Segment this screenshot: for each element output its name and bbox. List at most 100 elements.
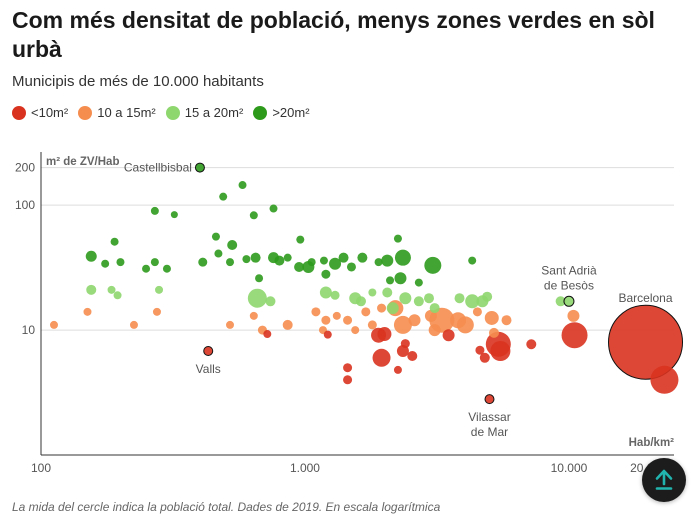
- data-point: [170, 211, 178, 219]
- data-point: [423, 293, 434, 304]
- data-point: [393, 365, 402, 374]
- scroll-to-top-button[interactable]: [642, 458, 686, 502]
- data-point: [393, 315, 412, 334]
- data-point: [162, 264, 171, 273]
- data-point: [386, 302, 399, 315]
- annotation-castellbisbal: Castellbisbal: [124, 161, 192, 175]
- data-point: [555, 296, 566, 307]
- data-point: [561, 322, 588, 349]
- data-point: [116, 258, 125, 267]
- data-point: [113, 291, 122, 300]
- data-point: [226, 258, 235, 267]
- data-point: [367, 320, 377, 330]
- data-point: [249, 311, 258, 320]
- data-point: [468, 256, 477, 265]
- data-point: [394, 272, 407, 285]
- chart-subtitle: Municipis de més de 10.000 habitants: [12, 73, 264, 90]
- data-point: [454, 293, 465, 304]
- data-point: [501, 315, 512, 326]
- data-point: [343, 375, 353, 385]
- x-axis-title: Hab/km²: [629, 437, 675, 449]
- legend-swatch-10-15: [78, 105, 93, 120]
- data-point: [269, 204, 278, 213]
- data-point: [242, 255, 251, 264]
- data-point: [150, 258, 159, 267]
- data-point: [490, 341, 511, 362]
- data-point: [428, 324, 441, 337]
- data-point: [283, 253, 292, 262]
- legend-label-15-20: 15 a 20m²: [184, 105, 244, 120]
- data-point: [393, 234, 402, 243]
- data-point: [296, 235, 305, 244]
- x-tick-label: 1.000: [290, 461, 320, 475]
- data-point: [227, 239, 238, 250]
- data-point: [355, 296, 366, 307]
- data-point: [150, 206, 159, 215]
- data-point: [282, 319, 293, 330]
- data-point: [238, 181, 247, 190]
- data-point: [472, 307, 482, 317]
- data-point: [567, 309, 580, 322]
- data-point: [274, 255, 285, 266]
- data-point: [85, 250, 97, 262]
- footnote: La mida del cercle indica la població to…: [12, 500, 441, 514]
- legend-item-lt10[interactable]: <10m²: [12, 105, 68, 120]
- data-point: [377, 327, 392, 342]
- data-point: [650, 365, 679, 394]
- legend-label-lt10: <10m²: [31, 105, 69, 120]
- data-point: [250, 252, 261, 263]
- legend-item-gt20[interactable]: >20m²: [253, 105, 310, 120]
- legend-swatch-15-20: [165, 105, 180, 120]
- annotation-vilassar-de-mar: Vilassar: [468, 410, 510, 424]
- arrow-up-icon: [655, 469, 673, 490]
- data-point: [372, 348, 391, 367]
- data-point: [475, 345, 485, 355]
- chart-title: Com més densitat de població, menys zone…: [12, 7, 655, 62]
- data-point: [484, 310, 499, 325]
- x-tick-label: 100: [31, 461, 51, 475]
- data-point: [219, 192, 228, 201]
- y-tick-label: 200: [15, 161, 35, 175]
- data-point-valls: [203, 346, 214, 357]
- data-point: [319, 286, 332, 299]
- data-point: [265, 296, 276, 307]
- data-point: [368, 288, 377, 297]
- data-point: [424, 256, 442, 274]
- data-point: [249, 211, 258, 220]
- data-point: [319, 256, 328, 265]
- data-point: [86, 284, 97, 295]
- data-point: [346, 262, 356, 272]
- data-point-vilassar-de-mar: [484, 394, 495, 405]
- data-point: [479, 352, 490, 363]
- data-point: [374, 258, 383, 267]
- annotation-vilassar-de-mar: de Mar: [471, 425, 508, 439]
- data-point: [330, 290, 340, 300]
- data-point-castellbisbal: [194, 162, 205, 173]
- data-point: [400, 339, 410, 349]
- data-point-sant-adri-de-bes-s: [563, 295, 575, 307]
- data-point: [343, 363, 353, 373]
- data-point: [338, 252, 349, 263]
- annotation-barcelona: Barcelona: [618, 291, 672, 305]
- legend-item-15-20[interactable]: 15 a 20m²: [165, 105, 244, 120]
- data-point: [263, 330, 272, 339]
- data-point: [414, 278, 423, 287]
- data-point: [526, 339, 537, 350]
- annotation-sant-adri-de-bes-s: de Besòs: [544, 278, 594, 292]
- y-axis-title: m² de ZV/Hab: [46, 156, 119, 168]
- data-point: [382, 287, 393, 298]
- y-tick-label: 10: [22, 323, 36, 337]
- data-point: [110, 237, 119, 246]
- data-point: [488, 327, 499, 338]
- data-point: [198, 257, 208, 267]
- data-point: [311, 307, 321, 317]
- data-point: [211, 232, 220, 241]
- data-point: [407, 351, 418, 362]
- annotation-valls: Valls: [196, 362, 221, 376]
- legend-item-10-15[interactable]: 10 a 15m²: [78, 105, 156, 120]
- data-point: [332, 311, 341, 320]
- data-point: [442, 329, 455, 342]
- data-point: [357, 252, 368, 263]
- y-tick-label: 100: [15, 198, 35, 212]
